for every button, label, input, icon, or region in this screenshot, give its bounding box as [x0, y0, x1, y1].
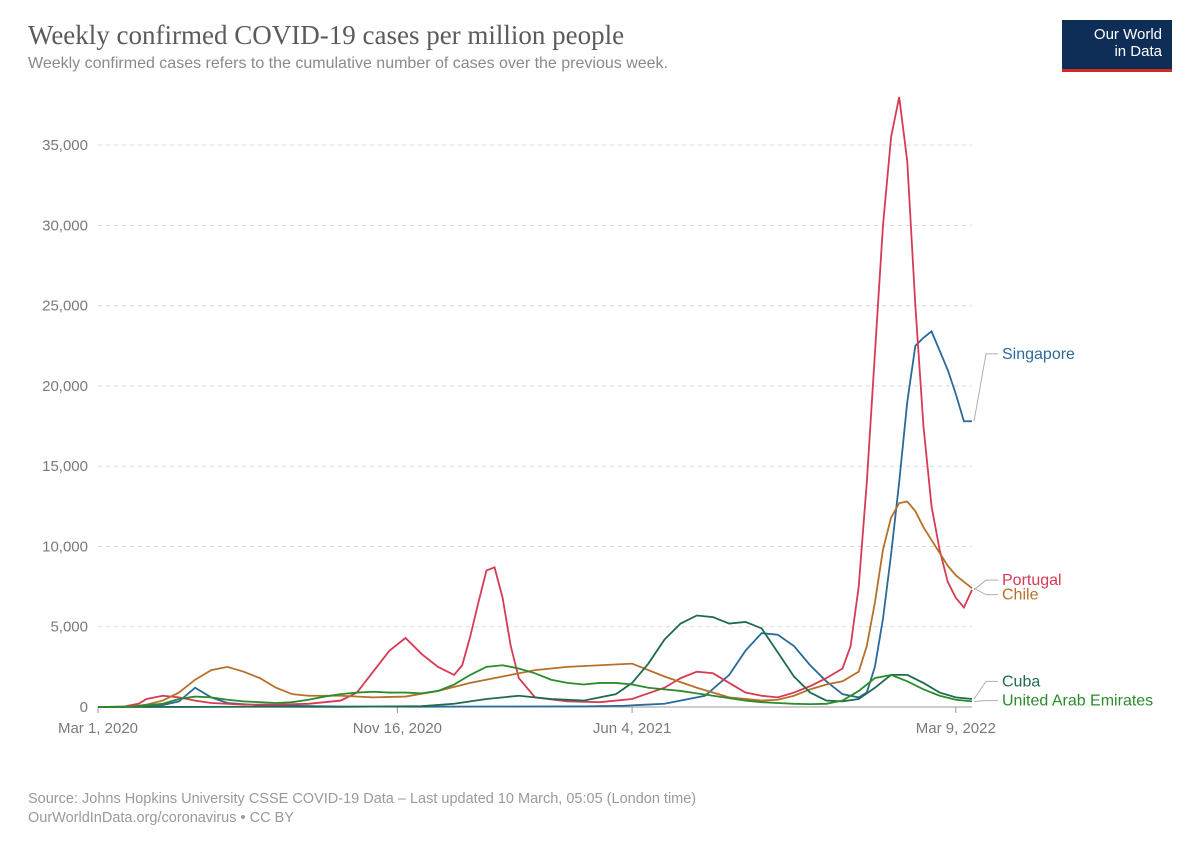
legend-cuba: Cuba [1002, 673, 1040, 690]
series-portugal [98, 97, 972, 707]
svg-text:10,000: 10,000 [42, 538, 88, 555]
footer-attribution: OurWorldInData.org/coronavirus • CC BY [28, 809, 696, 829]
svg-text:30,000: 30,000 [42, 217, 88, 234]
series-chile [98, 502, 972, 707]
chart-svg: 0 5,000 10,000 15,000 20,000 25,000 30,000 35,0… [28, 83, 1172, 753]
svg-text:Mar 1, 2020: Mar 1, 2020 [58, 720, 138, 737]
svg-text:0: 0 [80, 699, 88, 716]
svg-text:5,000: 5,000 [50, 619, 88, 636]
svg-text:20,000: 20,000 [42, 378, 88, 395]
svg-text:15,000: 15,000 [42, 458, 88, 475]
legend-chile: Chile [1002, 587, 1039, 604]
owid-logo: Our World in Data [1062, 20, 1172, 72]
svg-text:Jun 4, 2021: Jun 4, 2021 [593, 720, 671, 737]
legend-singapore: Singapore [1002, 346, 1075, 363]
svg-text:35,000: 35,000 [42, 137, 88, 154]
logo-line-1: Our World [1072, 26, 1162, 43]
logo-line-2: in Data [1072, 43, 1162, 60]
chart-title: Weekly confirmed COVID-19 cases per mill… [28, 20, 1172, 51]
legend-united-arab-emirates: United Arab Emirates [1002, 693, 1153, 710]
svg-text:25,000: 25,000 [42, 298, 88, 315]
chart-footer: Source: Johns Hopkins University CSSE CO… [28, 790, 696, 829]
series-united-arab-emirates [98, 665, 972, 707]
series-singapore [98, 331, 972, 707]
footer-source: Source: Johns Hopkins University CSSE CO… [28, 790, 696, 810]
chart-subtitle: Weekly confirmed cases refers to the cum… [28, 55, 1172, 73]
svg-text:Nov 16, 2020: Nov 16, 2020 [353, 720, 442, 737]
svg-text:Mar 9, 2022: Mar 9, 2022 [916, 720, 996, 737]
chart-plot: 0 5,000 10,000 15,000 20,000 25,000 30,000 35,0… [28, 83, 1172, 753]
